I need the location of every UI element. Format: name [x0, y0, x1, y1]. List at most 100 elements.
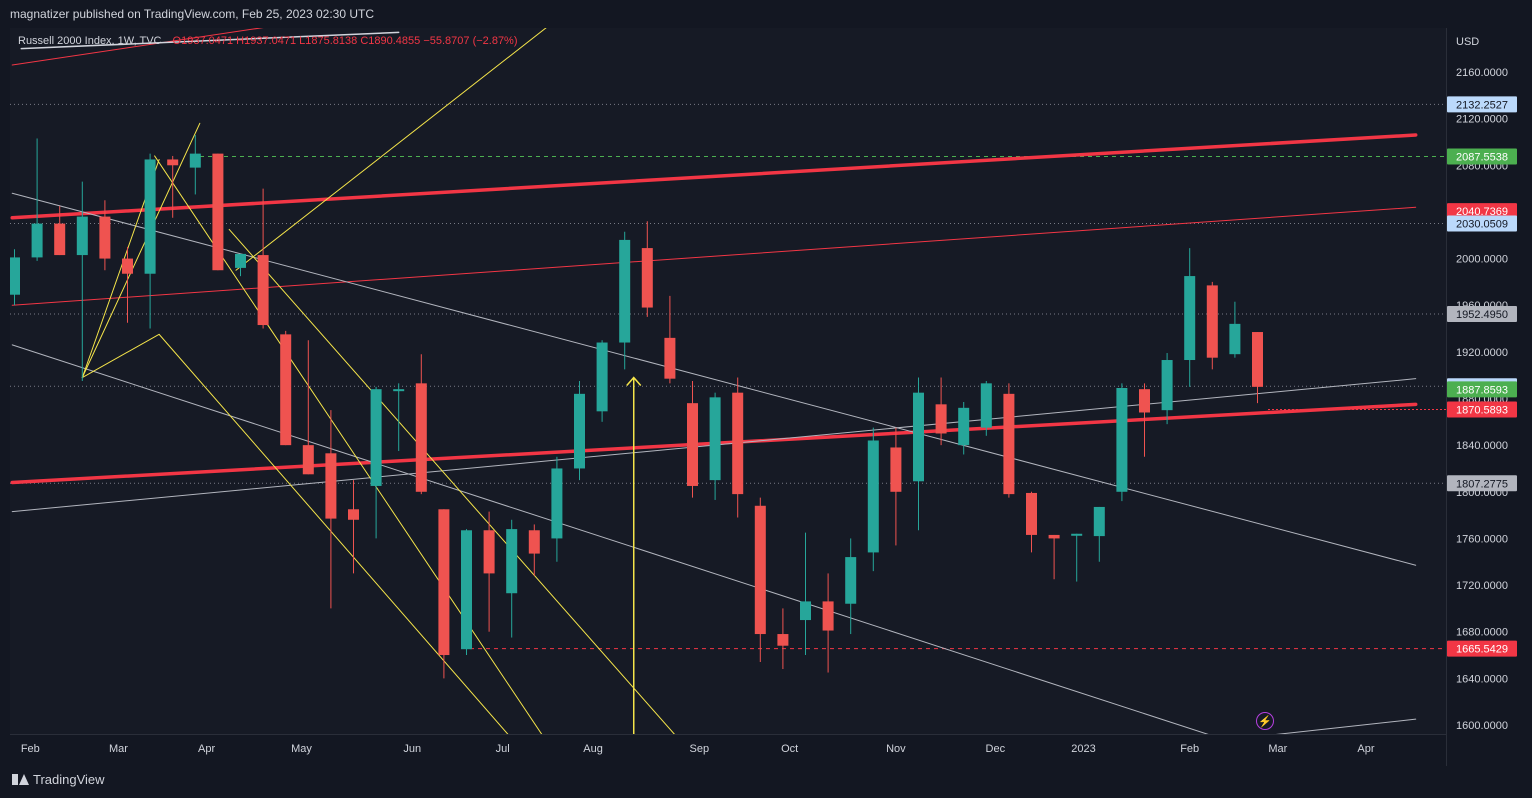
trendline-yellow-left-up[interactable]	[81, 333, 160, 379]
candle[interactable]	[257, 188, 269, 329]
candle[interactable]	[9, 249, 20, 306]
candle[interactable]	[1116, 383, 1128, 502]
candle[interactable]	[913, 377, 924, 531]
trendline-yellow-up-1[interactable]	[81, 122, 201, 379]
candle[interactable]	[1161, 353, 1173, 425]
candle[interactable]	[754, 497, 766, 663]
candle[interactable]	[122, 246, 133, 323]
candle[interactable]	[483, 511, 495, 632]
candle[interactable]	[31, 138, 43, 261]
candle[interactable]	[280, 330, 292, 446]
candle[interactable]	[1026, 491, 1037, 553]
time-tick-label: May	[291, 743, 312, 755]
time-tick-label: 2023	[1071, 743, 1095, 755]
tradingview-logo-icon	[12, 774, 29, 785]
candle[interactable]	[325, 410, 337, 609]
trendline-yellow-down-2[interactable]	[158, 333, 566, 798]
price-badge-label: 2132.2527	[1456, 99, 1508, 111]
candle-body	[1071, 533, 1083, 536]
candle-body	[641, 248, 653, 308]
candle[interactable]	[574, 381, 585, 481]
trendline-white-bottom-right[interactable]	[1235, 718, 1417, 739]
price-badge[interactable]: 1665.5429	[1447, 640, 1517, 657]
price-badge[interactable]: 1870.5893	[1447, 401, 1517, 418]
candle[interactable]	[619, 231, 631, 370]
price-badge[interactable]: 1887.8593	[1447, 381, 1517, 398]
time-tick-label: Feb	[1180, 743, 1199, 755]
published-info: magnatizer published on TradingView.com,…	[10, 7, 374, 21]
candle-body	[122, 258, 133, 274]
candle[interactable]	[709, 392, 721, 500]
candle[interactable]	[1048, 534, 1060, 580]
candle[interactable]	[800, 532, 811, 656]
candle[interactable]	[189, 134, 201, 195]
price-badge[interactable]: 2087.5538	[1447, 148, 1517, 165]
trendline-white-top[interactable]	[20, 31, 400, 50]
candle[interactable]	[167, 155, 179, 218]
price-badge[interactable]: 1952.4950	[1447, 305, 1517, 322]
candle[interactable]	[1003, 383, 1015, 498]
time-tick-label: Nov	[886, 743, 906, 755]
candle[interactable]	[596, 340, 608, 422]
candle[interactable]	[980, 381, 992, 436]
candle-body	[800, 601, 811, 621]
candle[interactable]	[641, 221, 653, 317]
candle[interactable]	[1071, 533, 1083, 582]
candle[interactable]	[1252, 332, 1263, 404]
trendline-yellow-up-2[interactable]	[235, 0, 609, 271]
candle[interactable]	[890, 427, 902, 546]
symbol-legend[interactable]: Russell 2000 Index, 1W, TVC O1937.0471 H…	[18, 35, 518, 47]
candle[interactable]	[777, 608, 789, 670]
candle[interactable]	[415, 354, 427, 495]
candle[interactable]	[1093, 506, 1105, 562]
flash-icon[interactable]: ⚡	[1256, 712, 1274, 730]
candle[interactable]	[935, 377, 947, 446]
candle[interactable]	[1139, 383, 1150, 457]
candle[interactable]	[958, 401, 970, 455]
candle[interactable]	[845, 538, 857, 635]
candle[interactable]	[528, 524, 540, 576]
price-badge[interactable]: 2040.7369	[1447, 203, 1517, 220]
candle[interactable]	[822, 573, 834, 673]
candle[interactable]	[1184, 248, 1196, 387]
candle[interactable]	[551, 456, 563, 562]
candle-body	[1139, 389, 1150, 413]
candle[interactable]	[144, 153, 156, 329]
candle[interactable]	[867, 427, 879, 572]
trendline-yellow-down-3[interactable]	[228, 228, 733, 798]
time-tick-label: Feb	[21, 743, 40, 755]
price-badge[interactable]: 1807.2775	[1447, 475, 1517, 492]
trendline-yellow-down-1[interactable]	[154, 155, 587, 798]
candle[interactable]	[1229, 301, 1241, 358]
candle[interactable]	[76, 181, 88, 382]
candle[interactable]	[302, 340, 314, 475]
candle[interactable]	[1206, 281, 1218, 370]
candle[interactable]	[370, 386, 382, 539]
candle[interactable]	[664, 295, 676, 384]
candle[interactable]	[99, 200, 111, 271]
candle[interactable]	[461, 529, 472, 656]
candle[interactable]	[506, 519, 518, 638]
tradingview-logo[interactable]: TradingView	[12, 772, 105, 787]
price-badge[interactable]: 2030.0509	[1447, 215, 1517, 232]
candle[interactable]	[235, 253, 246, 277]
trendline-upper-red-channel[interactable]	[10, 133, 1418, 220]
trendline-white-descending-lower[interactable]	[11, 344, 1226, 740]
candle[interactable]	[54, 206, 66, 256]
candle-body	[461, 530, 472, 650]
candle[interactable]	[732, 377, 744, 518]
candle[interactable]	[438, 509, 450, 679]
trendline-thin-red-top[interactable]	[11, 9, 387, 66]
price-badge[interactable]: 2132.2527	[1447, 96, 1517, 113]
candle-body	[99, 216, 111, 259]
candle-body	[890, 447, 902, 492]
candle[interactable]	[212, 153, 224, 271]
candle[interactable]	[348, 480, 359, 574]
trendline-white-descending-upper[interactable]	[11, 192, 1417, 566]
price-tick-label: 1680.0000	[1456, 627, 1508, 639]
candle[interactable]	[687, 381, 698, 498]
candle-body	[438, 509, 450, 656]
candle[interactable]	[393, 383, 405, 451]
trendline-thin-red-mid[interactable]	[11, 206, 1417, 306]
